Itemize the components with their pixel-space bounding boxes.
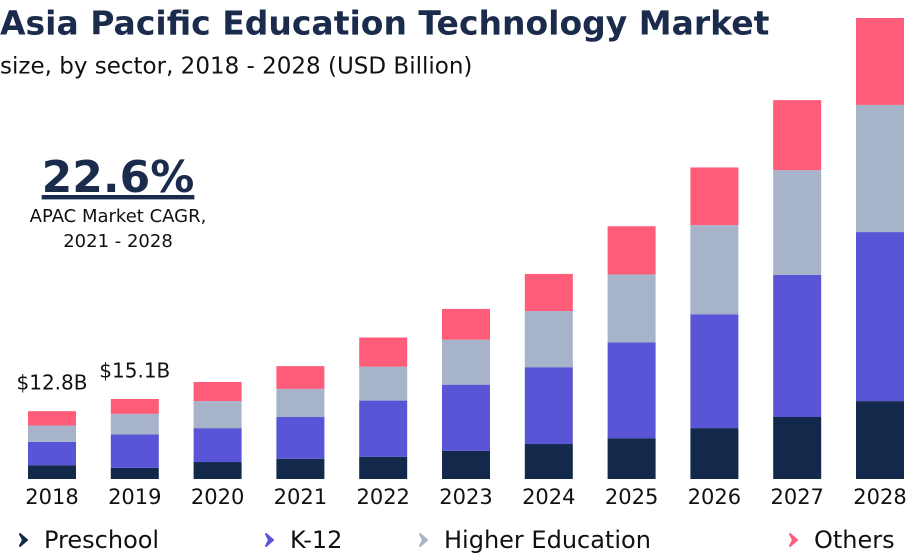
bar-segment	[359, 400, 408, 457]
bar-segment	[607, 274, 656, 343]
legend-label: Others	[814, 526, 895, 554]
bar-segment	[193, 428, 242, 463]
bar-segment	[276, 417, 325, 459]
bar-segment	[856, 401, 904, 479]
bar-segment	[773, 100, 822, 171]
bar-segment	[690, 225, 739, 315]
bar-segment	[359, 337, 408, 367]
bar-segment	[193, 401, 242, 429]
x-tick-label: 2023	[439, 485, 492, 509]
bar-segment	[690, 428, 739, 479]
bar-segment	[773, 417, 822, 479]
x-tick-label: 2024	[522, 485, 575, 509]
bar-segment	[524, 367, 573, 445]
x-tick-label: 2018	[25, 485, 78, 509]
legend-marker	[19, 533, 28, 547]
x-tick-label: 2020	[191, 485, 244, 509]
total-label: $12.8B	[17, 371, 88, 395]
bar-segment	[442, 339, 490, 385]
bar-segment	[276, 366, 325, 389]
x-tick-label: 2028	[853, 485, 906, 509]
x-tick-label: 2021	[274, 485, 327, 509]
bar-segment	[359, 366, 408, 401]
legend-marker	[789, 533, 798, 547]
bar-segment	[442, 450, 490, 479]
bar-segment	[359, 456, 408, 479]
bar-segment	[110, 413, 159, 435]
bar-segment	[856, 232, 904, 402]
bar-segment	[28, 441, 76, 466]
bar-segment	[524, 444, 573, 479]
chart-subtitle: size, by sector, 2018 - 2028 (USD Billio…	[0, 54, 472, 80]
bar-segment	[524, 273, 573, 312]
legend-label: Preschool	[44, 526, 159, 554]
bar-segment	[110, 434, 159, 468]
bar-segment	[276, 458, 325, 479]
legend-marker	[265, 533, 274, 547]
bar-segment	[856, 18, 904, 105]
legend-marker	[419, 533, 428, 547]
bar-segment	[773, 170, 822, 275]
total-label: $15.1B	[99, 358, 170, 382]
bar-segment	[524, 311, 573, 368]
bar-segment	[773, 274, 822, 418]
bar-segment	[193, 382, 242, 402]
bar-segment	[690, 314, 739, 429]
bar-segment	[110, 467, 159, 479]
chart-title: Asia Pacific Education Technology Market	[0, 4, 770, 43]
x-tick-label: 2026	[688, 485, 741, 509]
legend-label: K-12	[290, 526, 342, 554]
bar-segment	[856, 104, 904, 233]
cagr-value: 22.6%	[42, 152, 195, 203]
bar-segment	[193, 462, 242, 479]
bar-segment	[442, 308, 490, 340]
bar-segment	[442, 384, 490, 451]
bar-segment	[110, 398, 159, 414]
bar-segment	[607, 342, 656, 439]
bar-segment	[276, 388, 325, 418]
cagr-label: APAC Market CAGR,	[30, 206, 207, 227]
x-tick-label: 2019	[108, 485, 161, 509]
bar-segment	[607, 226, 656, 275]
x-tick-label: 2025	[605, 485, 658, 509]
bar-segment	[690, 167, 739, 226]
x-tick-label: 2027	[770, 485, 823, 509]
bar-segment	[28, 465, 76, 479]
x-tick-label: 2022	[356, 485, 409, 509]
legend-label: Higher Education	[444, 526, 651, 554]
bar-segment	[28, 425, 76, 442]
bar-segment	[607, 438, 656, 479]
bar-segment	[28, 411, 76, 426]
cagr-label: 2021 - 2028	[63, 231, 173, 252]
